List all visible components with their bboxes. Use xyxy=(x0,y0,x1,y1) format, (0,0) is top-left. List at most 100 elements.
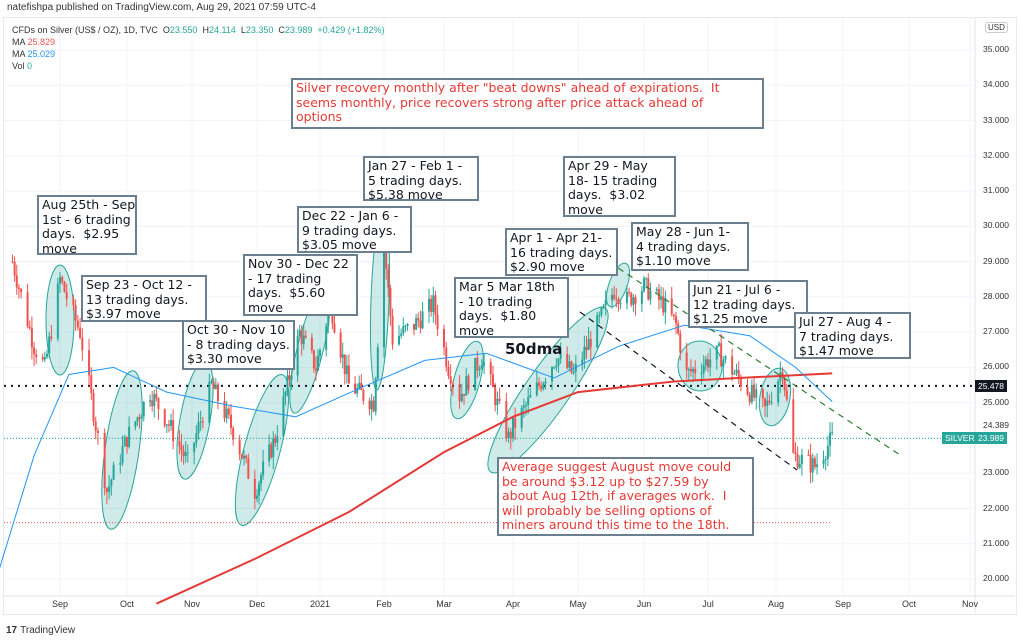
candle-body xyxy=(748,394,751,403)
candle-body xyxy=(74,304,77,321)
candle-body xyxy=(529,395,532,398)
candle-body xyxy=(243,455,245,459)
candle-body xyxy=(33,347,36,355)
candle-body xyxy=(223,401,226,419)
candle-body xyxy=(258,483,261,496)
note-move[interactable]: Apr 1 - Apr 21- 16 trading days. $2.90 m… xyxy=(505,228,618,276)
candle-body xyxy=(831,431,834,433)
candle-body xyxy=(568,361,571,368)
candle-body xyxy=(750,384,753,403)
ma1-value: 25.829 xyxy=(27,37,56,47)
time-tick: Oct xyxy=(901,599,917,609)
candle-body xyxy=(662,296,665,313)
candle-body xyxy=(824,458,827,460)
candle-body xyxy=(451,383,454,385)
candle-body xyxy=(700,373,703,375)
candle-body xyxy=(655,289,658,291)
candle-body xyxy=(92,393,95,422)
candle-body xyxy=(507,431,510,439)
candle-body xyxy=(138,417,141,419)
candle-body xyxy=(35,354,38,358)
candle-body xyxy=(796,453,799,468)
vol-value: 0 xyxy=(27,61,33,71)
candle-body xyxy=(722,359,725,367)
close-label: C xyxy=(278,25,285,35)
candle-body xyxy=(208,381,211,423)
candle-body xyxy=(296,335,299,376)
candle-body xyxy=(434,295,437,315)
close-value: 23.989 xyxy=(284,25,313,35)
note-move[interactable]: Sep 23 - Oct 12 - 13 trading days. $3.97… xyxy=(81,275,207,322)
candle-body xyxy=(314,368,317,371)
candle-body xyxy=(225,408,228,419)
change-value: +0.429 (+1.82%) xyxy=(317,25,385,35)
currency-button[interactable]: USD xyxy=(985,22,1008,33)
candle-body xyxy=(731,356,734,375)
note-move[interactable]: Dec 22 - Jan 6 - 9 trading days. $3.05 m… xyxy=(297,206,412,253)
candle-body xyxy=(717,343,720,346)
candle-body xyxy=(302,335,305,345)
candle-body xyxy=(20,288,23,293)
candle-body xyxy=(792,399,795,453)
candle-body xyxy=(733,372,736,375)
candle-body xyxy=(274,438,277,443)
candle-body xyxy=(170,420,173,426)
candle-body xyxy=(402,326,405,334)
candle-body xyxy=(761,389,764,399)
candle-body xyxy=(327,311,330,327)
candle-body xyxy=(201,421,204,423)
candle-body xyxy=(193,442,196,453)
price-tick: 22.000 xyxy=(983,502,1009,513)
candle-body xyxy=(368,400,371,410)
candle-body xyxy=(123,436,126,447)
candle-body xyxy=(180,445,183,451)
chart-pane[interactable] xyxy=(3,17,1017,615)
note-top[interactable]: Silver recovery monthly after "beat down… xyxy=(291,78,764,129)
last-price-tag: 23.989 xyxy=(975,432,1007,444)
note-move[interactable]: Jan 27 - Feb 1 - 5 trading days. $5.38 m… xyxy=(363,156,479,202)
candle-body xyxy=(333,323,336,333)
candle-body xyxy=(675,316,677,324)
ma2-value: 25.029 xyxy=(27,49,56,59)
note-bottom[interactable]: Average suggest August move could be aro… xyxy=(497,457,754,536)
note-move[interactable]: Mar 5 Mar 18th - 10 trading days. $1.80 … xyxy=(454,277,569,338)
price-tick: 27.000 xyxy=(983,326,1009,337)
candle-body xyxy=(735,369,738,373)
candle-body xyxy=(783,377,786,391)
note-move[interactable]: Oct 30 - Nov 10 - 8 trading days. $3.30 … xyxy=(182,320,295,370)
candle-body xyxy=(163,409,166,426)
candle-body xyxy=(11,261,14,263)
candle-body xyxy=(535,382,538,396)
candle-body xyxy=(715,345,718,360)
note-move[interactable]: May 28 - Jun 1- 4 trading days. $1.10 mo… xyxy=(631,222,749,271)
candle-body xyxy=(598,314,601,316)
price-tick: 23.000 xyxy=(983,467,1009,478)
candle-body xyxy=(358,382,361,389)
candle-body xyxy=(112,464,115,480)
candle-body xyxy=(555,365,558,368)
candle-body xyxy=(134,421,137,427)
candle-body xyxy=(343,354,346,375)
candle-body xyxy=(829,432,832,446)
note-move[interactable]: Apr 29 - May 18- 15 trading days. $3.02 … xyxy=(563,156,676,217)
note-move[interactable]: Aug 25th - Sep 1st - 6 trading days. $2.… xyxy=(37,195,137,255)
candle-body xyxy=(585,346,588,350)
note-move[interactable]: Jul 27 - Aug 4 - 7 trading days. $1.47 m… xyxy=(794,312,911,359)
ma1-label: MA xyxy=(12,37,26,47)
candle-body xyxy=(496,398,499,406)
candle-body xyxy=(157,398,160,410)
candle-body xyxy=(136,417,139,422)
candle-body xyxy=(370,400,373,410)
candle-body xyxy=(227,408,230,415)
candle-body xyxy=(65,292,68,299)
note-move[interactable]: Jun 21 - Jul 6 - 12 trading days. $1.25 … xyxy=(688,280,808,328)
candle-body xyxy=(256,495,258,499)
candle-body xyxy=(153,394,156,407)
candle-body xyxy=(800,454,803,464)
candle-body xyxy=(611,294,614,301)
ma50-label: 50dma xyxy=(505,340,563,358)
candle-body xyxy=(443,329,445,348)
candle-body xyxy=(628,291,631,294)
note-move[interactable]: Nov 30 - Dec 22 - 17 trading days. $5.60… xyxy=(243,254,358,316)
candle-body xyxy=(362,390,365,401)
